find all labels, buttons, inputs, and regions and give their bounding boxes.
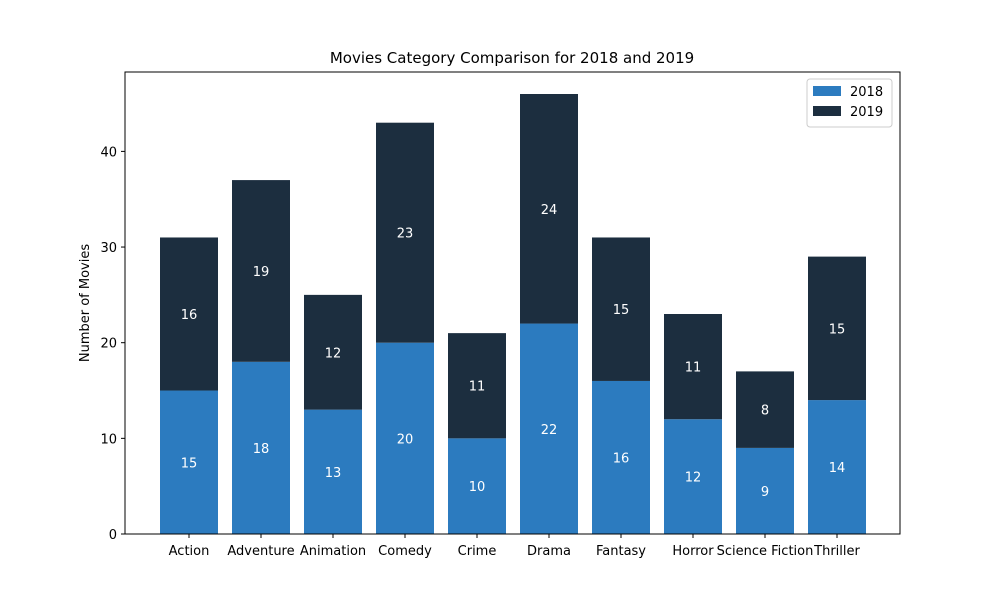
data-label-2019-crime: 11 [469, 380, 486, 395]
bar-2018-crime [448, 438, 506, 534]
bar-2018-horror [664, 419, 722, 534]
legend: 2018 2019 [806, 78, 893, 128]
y-tick-label: 20 [100, 337, 117, 352]
bar-2019-fantasy [592, 237, 650, 381]
bar-2018-fantasy [592, 380, 650, 534]
bar-2019-thriller [808, 256, 866, 401]
data-label-2018-animation: 13 [325, 466, 342, 481]
data-label-2019-comedy: 23 [397, 227, 414, 242]
bar-2019-horror [664, 314, 722, 420]
x-tick-label: Horror [672, 544, 714, 559]
x-tick-label: Crime [458, 544, 497, 559]
bar-2019-science-fiction [736, 371, 794, 448]
legend-swatch-2018 [813, 86, 841, 96]
x-tick-label: Science Fiction [717, 544, 814, 559]
bar-2019-drama [520, 94, 578, 324]
bar-2018-comedy [376, 342, 434, 534]
bar-2018-action [160, 390, 218, 534]
y-axis-label: Number of Movies [78, 244, 93, 362]
bar-2018-adventure [232, 361, 290, 534]
legend-swatch-2019 [813, 106, 841, 116]
bar-2019-adventure [232, 180, 290, 362]
bar-2019-comedy [376, 122, 434, 343]
bar-2018-thriller [808, 400, 866, 534]
x-tick-label: Drama [527, 544, 571, 559]
x-tick-label: Comedy [378, 544, 432, 559]
y-tick-label: 0 [109, 528, 117, 543]
chart-title: Movies Category Comparison for 2018 and … [330, 49, 694, 67]
y-axis: 0 10 20 30 40 [100, 145, 125, 543]
data-label-2019-animation: 12 [325, 346, 342, 361]
data-label-2019-thriller: 15 [829, 322, 846, 337]
data-label-2018-drama: 22 [541, 423, 558, 438]
data-label-2018-fantasy: 16 [613, 451, 630, 466]
data-label-2018-adventure: 18 [253, 442, 270, 457]
bar-2019-action [160, 237, 218, 391]
data-label-2019-science-fiction: 8 [761, 404, 769, 419]
x-tick-label: Action [169, 544, 210, 559]
y-tick-label: 30 [100, 241, 117, 256]
data-label-2018-horror: 12 [685, 471, 702, 486]
bar-2018-drama [520, 323, 578, 534]
x-tick-label: Fantasy [596, 544, 646, 559]
data-label-2019-horror: 11 [685, 361, 702, 376]
data-label-2019-adventure: 19 [253, 265, 270, 280]
y-tick-label: 10 [100, 432, 117, 447]
data-label-2018-science-fiction: 9 [761, 485, 769, 500]
x-tick-label: Thriller [813, 544, 860, 559]
data-label-2018-comedy: 20 [397, 432, 414, 447]
data-label-2018-thriller: 14 [829, 461, 846, 476]
data-label-2019-fantasy: 15 [613, 303, 630, 318]
data-label-2018-action: 15 [181, 456, 198, 471]
y-tick-label: 40 [100, 145, 117, 160]
x-tick-label: Adventure [227, 544, 294, 559]
x-axis: Action Adventure Animation Comedy Crime Drama… [169, 534, 861, 559]
data-label-2018-crime: 10 [469, 480, 486, 495]
bar-2019-animation [304, 294, 362, 410]
data-label-2019-drama: 24 [541, 203, 558, 218]
x-tick-label: Animation [300, 544, 366, 559]
plot-frame [124, 71, 901, 535]
legend-label-2019: 2019 [850, 105, 883, 120]
legend-label-2018: 2018 [850, 85, 883, 100]
bar-2019-crime [448, 333, 506, 439]
data-label-2019-action: 16 [181, 308, 198, 323]
bar-2018-science-fiction [736, 447, 794, 534]
bars-layer [160, 94, 866, 534]
data-labels-layer: 15 16 18 19 13 12 20 23 10 11 22 24 16 15 12 11 9 8 14 15 [181, 203, 846, 500]
bar-2018-animation [304, 409, 362, 534]
